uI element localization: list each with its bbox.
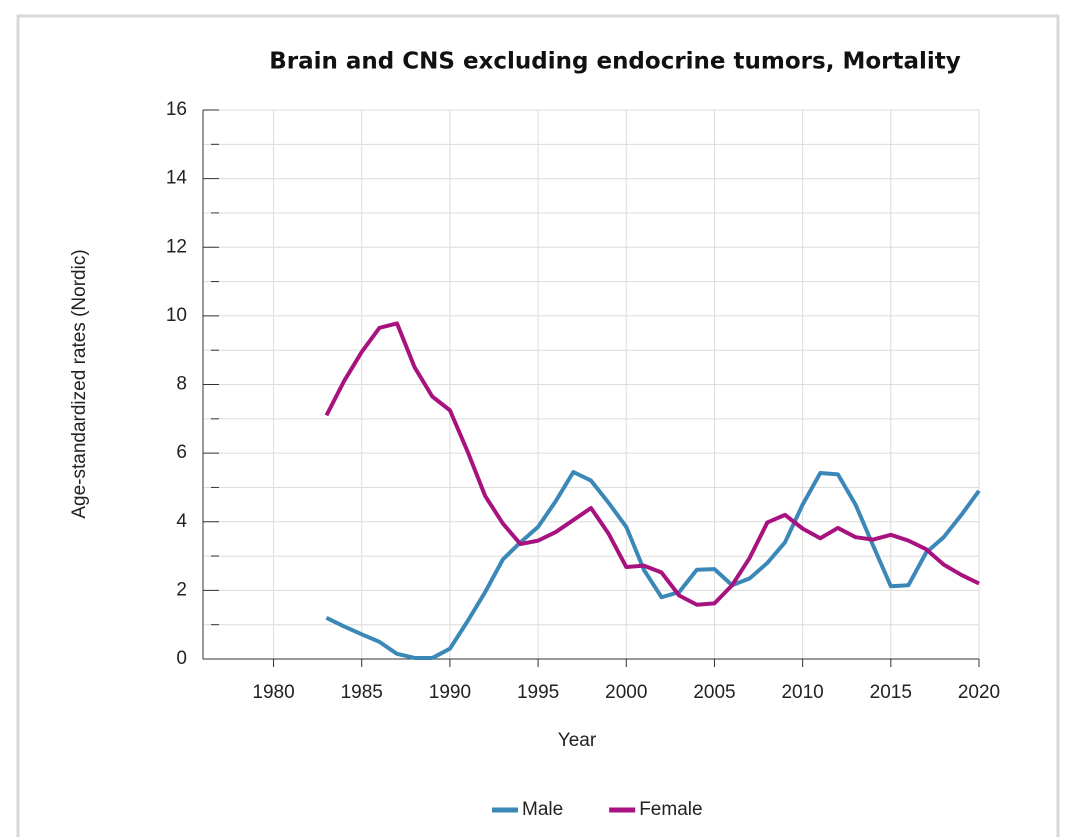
y-tick-label: 8 (176, 374, 187, 395)
chart-title: Brain and CNS excluding endocrine tumors… (269, 49, 961, 75)
y-axis-label: Age-standardized rates (Nordic) (69, 249, 90, 518)
legend-label: Male (522, 799, 563, 820)
legend-label: Female (639, 799, 702, 820)
x-tick-label: 1985 (341, 682, 383, 703)
y-tick-label: 2 (176, 579, 187, 600)
x-axis-label: Year (558, 730, 597, 751)
x-tick-label: 2015 (870, 682, 912, 703)
y-tick-label: 4 (176, 511, 187, 532)
line-series (324, 321, 980, 607)
x-tick-label: 2005 (693, 682, 735, 703)
x-tick-label: 1990 (429, 682, 471, 703)
y-tick-label: 14 (166, 168, 188, 189)
x-tick-label: 2000 (605, 682, 647, 703)
y-tick-label: 6 (176, 442, 187, 463)
y-tick-label: 0 (176, 648, 187, 669)
x-tick-label: 2020 (958, 682, 1000, 703)
y-tick-label: 10 (166, 305, 187, 326)
y-tick-label: 16 (166, 99, 187, 120)
x-tick-label: 1995 (517, 682, 559, 703)
y-tick-label: 12 (166, 236, 187, 257)
x-tick-label: 1980 (252, 682, 294, 703)
x-tick-label: 2010 (781, 682, 823, 703)
